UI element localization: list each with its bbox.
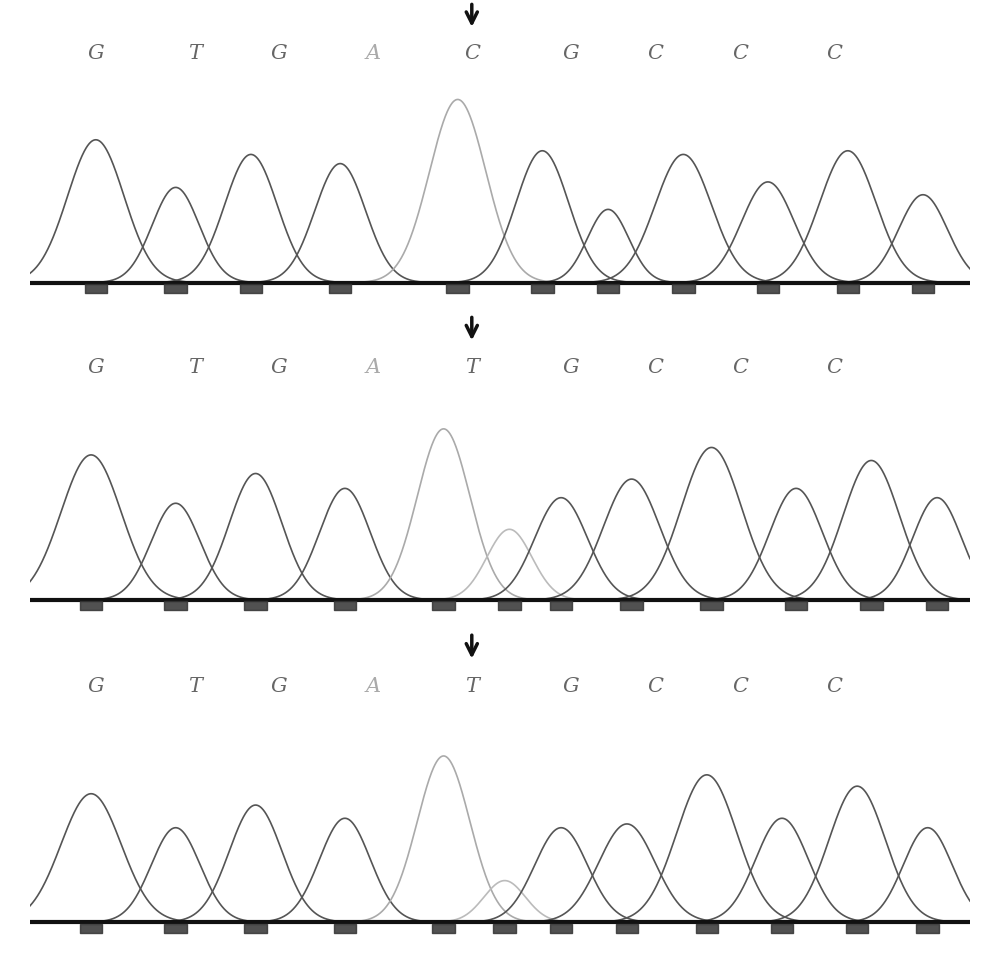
Text: G: G (271, 677, 287, 695)
Text: A: A (366, 358, 381, 377)
Text: T: T (465, 677, 479, 695)
Text: C: C (732, 44, 748, 64)
Text: C: C (826, 358, 842, 377)
Text: A: A (366, 677, 381, 695)
Text: G: G (562, 44, 579, 64)
Text: C: C (647, 358, 663, 377)
Text: G: G (87, 677, 104, 695)
Text: G: G (87, 358, 104, 377)
Text: T: T (188, 677, 201, 695)
Text: C: C (826, 677, 842, 695)
Text: G: G (562, 358, 579, 377)
Text: C: C (647, 44, 663, 64)
Text: G: G (562, 677, 579, 695)
Text: C: C (732, 677, 748, 695)
Text: C: C (732, 358, 748, 377)
Text: A: A (366, 44, 381, 64)
Text: C: C (464, 44, 480, 64)
Text: T: T (188, 358, 201, 377)
Text: C: C (647, 677, 663, 695)
Text: G: G (271, 358, 287, 377)
Text: C: C (826, 44, 842, 64)
Text: T: T (465, 358, 479, 377)
Text: T: T (188, 44, 201, 64)
Text: G: G (87, 44, 104, 64)
Text: G: G (271, 44, 287, 64)
